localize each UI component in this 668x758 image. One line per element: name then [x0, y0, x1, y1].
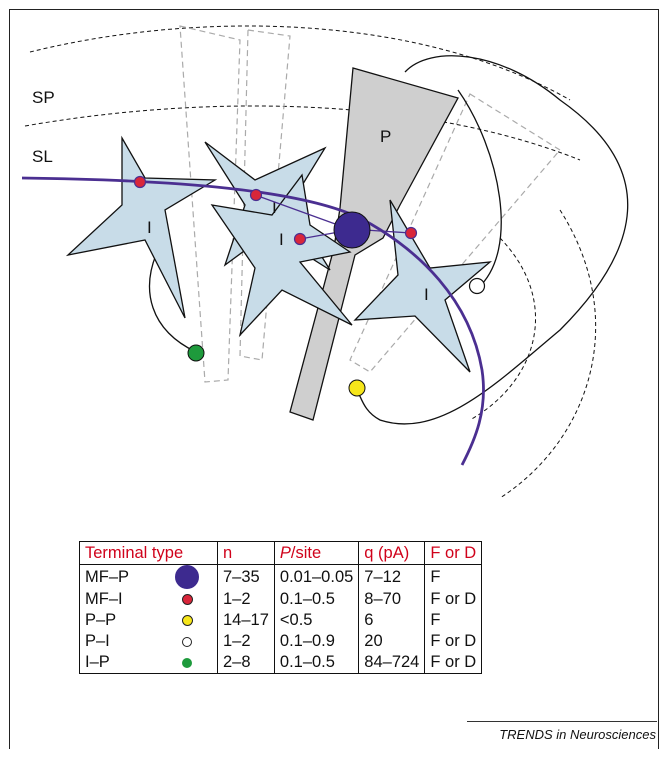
background-dendrites	[179, 25, 561, 383]
cell-fd: F or D	[424, 631, 483, 652]
table-row: P–I 1–2 0.1–0.9 20 F or D	[79, 631, 483, 652]
cell-type: MF–P	[79, 564, 157, 589]
table-row: P–P 14–17 <0.5 6 F	[79, 610, 483, 631]
mf-i-symbol	[157, 589, 218, 610]
cell-type: P–P	[79, 610, 157, 631]
interneurons	[65, 135, 493, 373]
p-i-terminal	[468, 277, 486, 295]
header-n: n	[217, 541, 275, 565]
p-i-symbol	[157, 631, 218, 652]
cell-n: 2–8	[217, 652, 275, 674]
table-header-row: Terminal type n P/site q (pA) F or D	[79, 541, 483, 565]
interneuron-axon	[148, 249, 197, 353]
cell-fd: F or D	[424, 652, 483, 674]
i-p-terminal	[187, 344, 205, 362]
cell-q: 8–70	[358, 589, 426, 610]
terminal-properties-table: Terminal type n P/site q (pA) F or D MF–…	[79, 541, 483, 674]
layer-boundary-outer	[29, 25, 571, 101]
layer-boundary-inner	[24, 105, 581, 161]
layer-boundary-arc-1	[469, 237, 536, 421]
header-f-or-d: F or D	[424, 541, 483, 565]
cell-p-site: 0.1–0.5	[273, 652, 360, 674]
interneuron-4	[353, 199, 493, 373]
cell-p-site: 0.01–0.05	[273, 564, 360, 589]
cell-q: 20	[358, 631, 426, 652]
table-row: I–P 2–8 0.1–0.5 84–724 F or D	[79, 652, 483, 674]
mf-i-terminals	[133, 175, 418, 246]
cell-type: MF–I	[79, 589, 157, 610]
interneuron-label-2: I	[272, 198, 277, 217]
cell-fd: F or D	[424, 589, 483, 610]
pyramidal-axon	[357, 55, 629, 425]
i-p-symbol	[157, 652, 218, 674]
interneuron-label-4: I	[424, 285, 429, 304]
cell-fd: F	[424, 610, 483, 631]
journal-credit: TRENDS in Neurosciences	[499, 727, 656, 742]
layer-boundary-arc-2	[499, 209, 597, 499]
cell-p-site: 0.1–0.5	[273, 589, 360, 610]
table-row: MF–P 7–35 0.01–0.05 7–12 F	[79, 564, 483, 589]
layer-label-sp: SP	[32, 88, 55, 107]
mf-p-symbol	[157, 564, 218, 589]
interneuron-3	[210, 173, 353, 338]
cell-q: 7–12	[358, 564, 426, 589]
cell-n: 1–2	[217, 631, 275, 652]
cell-n: 14–17	[217, 610, 275, 631]
p-p-terminal	[348, 379, 366, 397]
table-row: MF–I 1–2 0.1–0.5 8–70 F or D	[79, 589, 483, 610]
interneuron-label-3: I	[279, 230, 284, 249]
cell-n: 1–2	[217, 589, 275, 610]
p-p-symbol	[157, 610, 218, 631]
pyramidal-label: P	[380, 127, 391, 146]
cell-type: P–I	[79, 631, 157, 652]
mossy-fiber	[21, 176, 485, 466]
layer-label-sl: SL	[32, 147, 53, 166]
circuit-diagram: P I I I I SP SL	[21, 25, 629, 499]
pyramidal-axon-branch	[457, 89, 502, 289]
cell-p-site: 0.1–0.9	[273, 631, 360, 652]
cell-p-site: <0.5	[273, 610, 360, 631]
header-q: q (pA)	[358, 541, 426, 565]
mf-p-terminal	[333, 211, 371, 249]
credit-rule	[467, 721, 657, 722]
cell-q: 6	[358, 610, 426, 631]
header-terminal-type: Terminal type	[79, 541, 218, 565]
cell-type: I–P	[79, 652, 157, 674]
cell-fd: F	[424, 564, 483, 589]
cell-n: 7–35	[217, 564, 275, 589]
interneuron-label-1: I	[147, 218, 152, 237]
header-p-site: P/site	[273, 541, 360, 565]
cell-q: 84–724	[358, 652, 426, 674]
interneuron-1	[65, 135, 218, 319]
